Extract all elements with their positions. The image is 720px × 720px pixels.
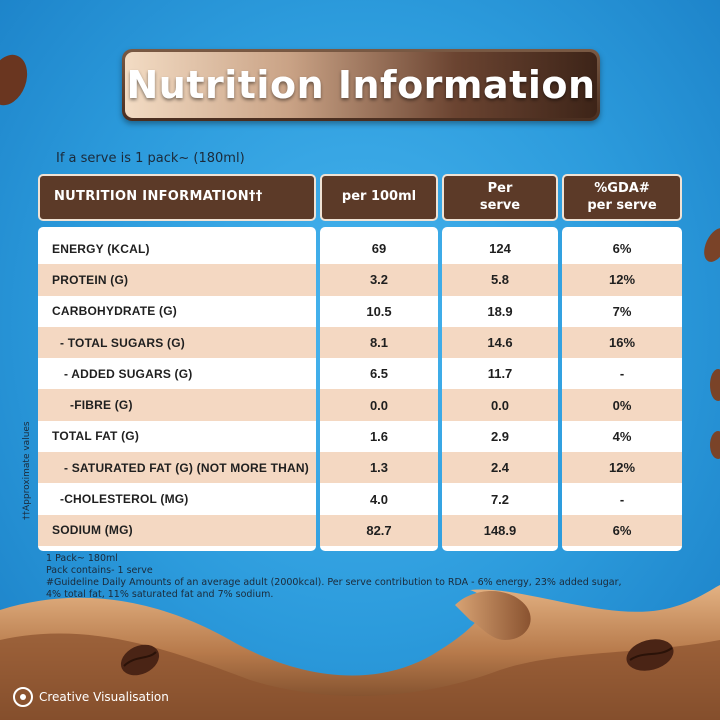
page-title: Nutrition Information xyxy=(126,63,596,107)
approximate-values-note: ††Approximate values xyxy=(22,421,32,520)
header-gda-line1: %GDA# xyxy=(594,181,650,197)
footnote-gda: #Guideline Daily Amounts of an average a… xyxy=(46,577,622,588)
cell-gda: 12% xyxy=(562,452,682,484)
cell-gda: 12% xyxy=(562,264,682,296)
column-body: 6% 12% 7% 16% - 0% 4% 12% - 6% xyxy=(562,227,682,551)
cell-per100: 3.2 xyxy=(320,264,438,296)
coffee-bean-icon xyxy=(120,644,160,676)
column-body: ENERGY (KCAL) PROTEIN (G) CARBOHYDRATE (… xyxy=(38,227,316,551)
serve-note: If a serve is 1 pack~ (180ml) xyxy=(56,151,245,166)
creative-visualisation-badge: Creative Visualisation xyxy=(13,687,169,707)
cell-serve: 2.9 xyxy=(490,428,510,444)
cell-serve: 0.0 xyxy=(442,389,558,421)
row-label-saturated-fat: - SATURATED FAT (G) (NOT MORE THAN) xyxy=(38,452,316,484)
column-body: 69 3.2 10.5 8.1 6.5 0.0 1.6 1.3 4.0 82.7 xyxy=(320,227,438,551)
cell-gda: 6% xyxy=(562,514,682,546)
footnote-pack-contains: Pack contains- 1 serve xyxy=(46,565,153,576)
header-per-serve-line2: serve xyxy=(479,197,521,213)
header-per-serve-line1: Per xyxy=(487,181,513,197)
footnotes: 1 Pack~ 180ml Pack contains- 1 serve #Gu… xyxy=(46,553,686,601)
header-gda-line2: per serve xyxy=(587,197,657,213)
cell-serve: 5.8 xyxy=(442,264,558,296)
coffee-bean-icon xyxy=(0,54,28,106)
cell-serve: 14.6 xyxy=(442,326,558,359)
title-banner: Nutrition Information xyxy=(122,49,600,121)
coffee-bean-icon xyxy=(710,431,720,459)
cell-per100: 10.5 xyxy=(366,303,392,319)
row-label-total-fat: TOTAL FAT (G) xyxy=(52,429,140,444)
cell-serve: 124 xyxy=(489,241,511,257)
row-label-added-sugars: - ADDED SUGARS (G) xyxy=(64,366,193,381)
visualisation-dot-icon xyxy=(13,687,33,707)
row-label-sodium: SODIUM (MG) xyxy=(38,514,316,546)
cell-per100: 1.3 xyxy=(320,452,438,484)
cell-gda: 6% xyxy=(612,241,632,257)
coffee-bean-icon xyxy=(626,639,674,671)
header-per-100ml: per 100ml xyxy=(320,174,438,221)
footnote-pack-size: 1 Pack~ 180ml xyxy=(46,553,118,564)
cell-per100: 82.7 xyxy=(320,514,438,546)
title-banner-inner: Nutrition Information xyxy=(125,52,597,118)
cell-per100: 4.0 xyxy=(369,491,389,507)
header-gda: %GDA# per serve xyxy=(562,174,682,221)
creative-visualisation-label: Creative Visualisation xyxy=(39,690,169,704)
cell-serve: 11.7 xyxy=(487,366,513,382)
cell-serve: 148.9 xyxy=(442,514,558,546)
header-nutrition-information: NUTRITION INFORMATION†† xyxy=(38,174,316,221)
header-per-serve: Per serve xyxy=(442,174,558,221)
cell-per100: 69 xyxy=(371,241,387,257)
cell-gda: 4% xyxy=(612,428,632,444)
cell-per100: 8.1 xyxy=(320,326,438,359)
column-gda: %GDA# per serve 6% 12% 7% 16% - 0% 4% 12… xyxy=(562,174,682,551)
row-label-cholesterol: -CHOLESTEROL (MG) xyxy=(60,492,189,507)
column-per-serve: Per serve 124 5.8 18.9 14.6 11.7 0.0 2.9… xyxy=(442,174,558,551)
coffee-bean-icon xyxy=(710,369,720,401)
cell-gda: 7% xyxy=(612,303,632,319)
cell-serve: 7.2 xyxy=(490,491,510,507)
coffee-bean-icon xyxy=(704,228,720,262)
cell-gda: 0% xyxy=(562,389,682,421)
cell-serve: 2.4 xyxy=(442,452,558,484)
cell-serve: 18.9 xyxy=(487,303,513,319)
row-label-fibre: -FIBRE (G) xyxy=(38,389,316,421)
column-body: 124 5.8 18.9 14.6 11.7 0.0 2.9 2.4 7.2 1… xyxy=(442,227,558,551)
column-nutrient: NUTRITION INFORMATION†† ENERGY (KCAL) PR… xyxy=(38,174,316,551)
row-label-carbohydrate: CARBOHYDRATE (G) xyxy=(52,304,177,319)
cell-per100: 1.6 xyxy=(369,428,389,444)
row-label-total-sugars: - TOTAL SUGARS (G) xyxy=(38,326,316,359)
cell-per100: 0.0 xyxy=(320,389,438,421)
footnote-gda-continued: 4% total fat, 11% saturated fat and 7% s… xyxy=(46,589,274,600)
cell-per100: 6.5 xyxy=(369,366,389,382)
cell-gda: - xyxy=(619,491,625,507)
column-per-100ml: per 100ml 69 3.2 10.5 8.1 6.5 0.0 1.6 1.… xyxy=(320,174,438,551)
row-label-protein: PROTEIN (G) xyxy=(38,264,316,296)
cell-gda: 16% xyxy=(562,326,682,359)
cell-gda: - xyxy=(619,366,625,382)
row-label-energy: ENERGY (KCAL) xyxy=(52,241,150,256)
